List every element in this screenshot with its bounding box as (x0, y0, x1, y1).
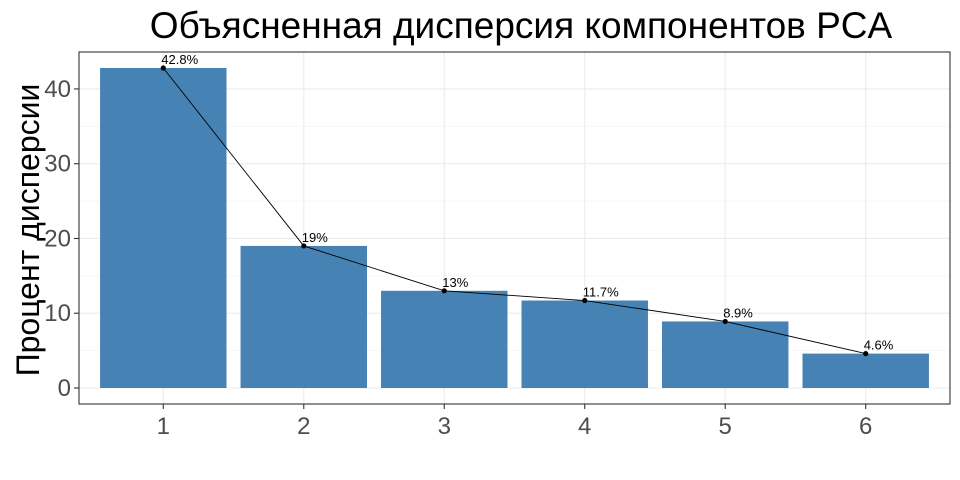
data-label: 19% (302, 230, 328, 245)
x-tick-label: 2 (297, 413, 310, 440)
axes: 0 10 20 30 40 1 2 3 4 5 6 (44, 51, 951, 440)
data-point (160, 65, 166, 71)
bars (100, 68, 929, 388)
data-point (722, 318, 728, 325)
x-tick-label: 5 (719, 413, 732, 440)
panel-border (78, 51, 951, 405)
bar (521, 300, 648, 388)
x-tick-label: 6 (859, 413, 872, 440)
trend-line (162, 67, 866, 355)
bar (662, 321, 789, 388)
y-tick-label: 10 (44, 300, 71, 327)
bar (100, 68, 227, 388)
x-tick-label: 1 (157, 413, 170, 440)
data-point (301, 243, 307, 249)
bar (802, 353, 929, 388)
x-tick-label: 3 (438, 413, 451, 440)
data-label: 8.9% (723, 305, 753, 320)
trend-line-path (162, 67, 866, 355)
y-tick-label: 30 (44, 151, 71, 178)
data-point (441, 288, 447, 294)
data-label: 4.6% (864, 338, 894, 353)
chart-title: Объясненная дисперсия компонентов PCA (150, 5, 893, 46)
data-label: 42.8% (161, 52, 198, 67)
bar (381, 290, 508, 388)
data-label: 11.7% (583, 285, 619, 300)
y-tick-label: 20 (44, 225, 71, 252)
y-tick-label: 40 (44, 76, 71, 103)
x-tick-label: 4 (578, 413, 591, 440)
y-axis-title: Процент дисперсии (10, 84, 46, 377)
points (160, 65, 869, 357)
bar (240, 245, 367, 388)
data-labels: 42.8% 19% 13% 11.7% 8.9% 4.6% (161, 52, 893, 353)
data-point (863, 351, 869, 357)
data-label: 13% (442, 275, 468, 290)
y-tick-label: 0 (58, 375, 71, 402)
data-point (582, 297, 588, 304)
